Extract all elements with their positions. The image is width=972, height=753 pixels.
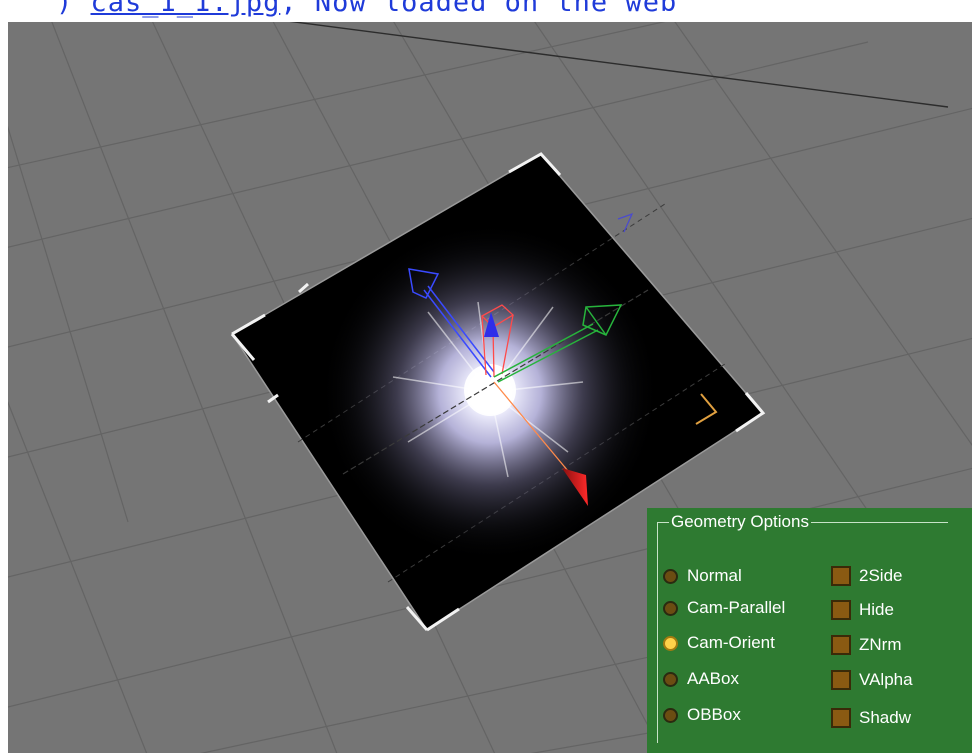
checkbox-icon[interactable] (831, 635, 851, 655)
checkbox-label: VAlpha (859, 670, 913, 689)
radio-button-selected-icon[interactable] (663, 635, 678, 651)
radio-button-icon[interactable] (663, 600, 678, 616)
checkbox-2side[interactable]: 2Side (831, 564, 902, 588)
radio-button-icon[interactable] (663, 707, 678, 723)
gizmo-z-arrow (408, 268, 495, 378)
radio-label: Normal (687, 566, 742, 585)
caption-text: ) cas_1_1.jpg, Now loaded on the web (56, 0, 677, 18)
gizmo-x-cone (562, 468, 588, 506)
checkbox-hide[interactable]: Hide (831, 598, 894, 622)
world-axis-line (342, 289, 649, 475)
radio-normal[interactable]: Normal (663, 565, 742, 587)
radio-cam-orient[interactable]: Cam-Orient (663, 632, 775, 654)
checkbox-icon[interactable] (831, 670, 851, 690)
checkbox-icon[interactable] (831, 708, 851, 728)
radio-button-icon[interactable] (663, 671, 678, 687)
checkbox-label: 2Side (859, 566, 903, 585)
3d-viewport[interactable] (8, 22, 972, 753)
groupbox-title: Geometry Options (669, 512, 811, 532)
checkbox-label: Shadw (859, 708, 911, 727)
checkbox-label: ZNrm (859, 635, 902, 654)
browser-caption-strip: ) cas_1_1.jpg, Now loaded on the web (0, 0, 972, 22)
viewport-scene (8, 22, 972, 753)
corner-marker (695, 393, 718, 425)
checkbox-shadw[interactable]: Shadw (831, 706, 911, 730)
radio-obbox[interactable]: OBBox (663, 704, 741, 726)
radio-cam-parallel[interactable]: Cam-Parallel (663, 597, 785, 619)
checkbox-label: Hide (859, 600, 894, 619)
radio-label: Cam-Parallel (687, 598, 786, 617)
geometry-options-panel: Geometry Options Normal Cam-Parallel Cam… (647, 508, 972, 753)
gizmo-up-cone (484, 312, 499, 337)
gizmo-y-arrow (493, 304, 623, 383)
grid-center-axis (289, 22, 949, 108)
radio-aabox[interactable]: AABox (663, 668, 739, 690)
checkbox-icon[interactable] (831, 600, 851, 620)
checkbox-icon[interactable] (831, 566, 851, 586)
radio-button-icon[interactable] (663, 568, 678, 584)
faint-marker (617, 212, 634, 233)
gizmo-x-line (493, 381, 574, 478)
radio-label: AABox (687, 669, 739, 688)
selection-brackets (230, 152, 766, 632)
checkbox-valpha[interactable]: VAlpha (831, 668, 913, 692)
caption-suffix: , Now loaded on the web (280, 0, 678, 18)
radio-label: OBBox (687, 705, 741, 724)
checkbox-znrm[interactable]: ZNrm (831, 633, 901, 657)
radio-label: Cam-Orient (687, 633, 775, 652)
image-link[interactable]: cas_1_1.jpg (90, 0, 281, 18)
caption-prefix: ) (56, 0, 91, 18)
